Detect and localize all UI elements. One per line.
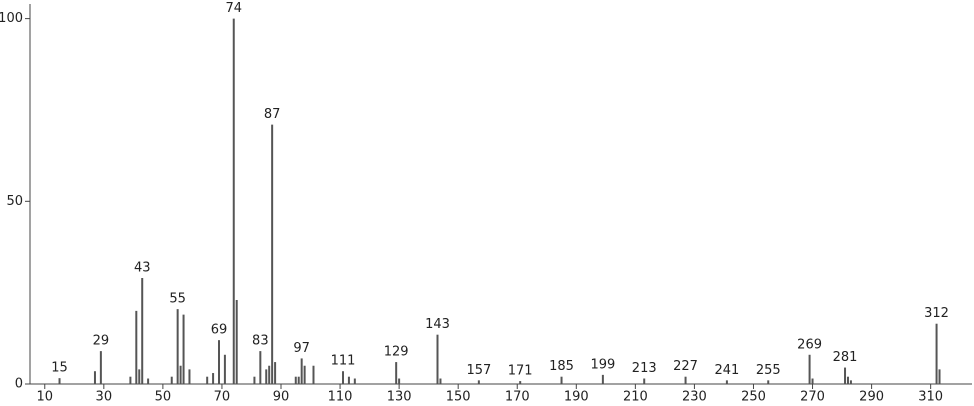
peak-label: 29 — [93, 334, 110, 349]
x-tick-label: 270 — [800, 390, 825, 405]
x-tick-label: 130 — [387, 390, 412, 405]
x-tick-label: 230 — [682, 390, 707, 405]
peak-label: 312 — [924, 306, 949, 321]
peak-label: 15 — [51, 361, 68, 376]
x-tick-label: 30 — [96, 390, 113, 405]
peak-label: 129 — [384, 345, 409, 360]
x-tick-label: 70 — [214, 390, 231, 405]
peak-label: 185 — [549, 359, 574, 374]
peak-label: 227 — [673, 359, 698, 374]
x-tick-label: 310 — [918, 390, 943, 405]
peak-label: 43 — [134, 261, 151, 276]
peak-label: 269 — [797, 337, 822, 352]
x-tick-label: 150 — [446, 390, 471, 405]
peak-label: 74 — [225, 1, 242, 16]
x-tick-label: 190 — [564, 390, 589, 405]
peak-label: 171 — [508, 364, 533, 379]
peak-label: 111 — [331, 354, 356, 369]
x-tick-label: 10 — [36, 390, 53, 405]
peak-label: 69 — [211, 323, 228, 338]
y-tick-label: 0 — [15, 377, 23, 392]
y-tick-label: 50 — [6, 194, 23, 209]
peak-label: 87 — [264, 107, 281, 122]
peak-label: 157 — [466, 363, 491, 378]
x-tick-label: 250 — [741, 390, 766, 405]
peak-label: 97 — [293, 341, 310, 356]
x-tick-label: 290 — [859, 390, 884, 405]
peak-label: 199 — [590, 357, 615, 372]
x-tick-label: 210 — [623, 390, 648, 405]
peak-label: 255 — [756, 363, 781, 378]
y-tick-label: 100 — [0, 11, 23, 26]
peak-label: 241 — [714, 363, 739, 378]
peak-label: 55 — [169, 292, 186, 307]
peak-label: 213 — [632, 361, 657, 376]
x-tick-label: 170 — [505, 390, 530, 405]
x-tick-label: 50 — [155, 390, 172, 405]
peak-label: 83 — [252, 334, 269, 349]
peak-label: 143 — [425, 317, 450, 332]
peak-label: 281 — [833, 350, 858, 365]
x-tick-label: 90 — [273, 390, 290, 405]
x-tick-label: 110 — [328, 390, 353, 405]
